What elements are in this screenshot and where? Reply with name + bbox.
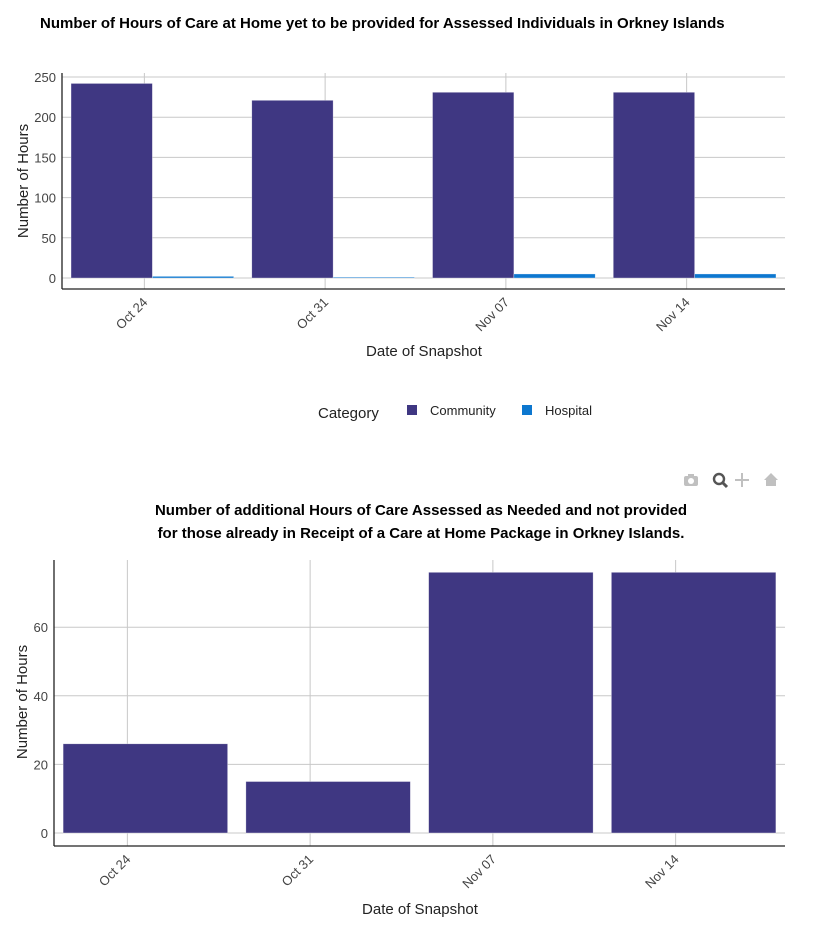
chart1-legend: Category Community Hospital (318, 403, 592, 422)
chart2-x-tick-label: Oct 24 (96, 852, 134, 890)
chart1-y-tick-label: 100 (34, 191, 56, 206)
pan-icon[interactable] (735, 473, 749, 487)
chart1-bar-hospital (152, 276, 235, 279)
chart1-bar-community (70, 83, 153, 279)
chart1-x-tick-label: Nov 07 (472, 295, 512, 335)
legend-item-hospital[interactable]: Hospital (522, 403, 592, 418)
chart1-x-axis-label: Date of Snapshot (366, 343, 483, 360)
chart2-bar-hours (428, 572, 594, 834)
chart2-x-tick-label: Nov 07 (459, 852, 499, 892)
chart1-bar-community (251, 100, 334, 279)
chart2-bar-hours (245, 781, 411, 834)
chart2-x-tick-label: Nov 14 (642, 852, 682, 892)
chart1-bar-community (612, 91, 695, 279)
legend-swatch-community (407, 405, 417, 415)
chart2-bar-hours (611, 572, 777, 834)
legend-label-community: Community (430, 403, 496, 418)
chart1-bar-hospital (513, 273, 596, 279)
chart1-y-tick-label: 200 (34, 110, 56, 125)
home-icon[interactable] (764, 473, 778, 486)
camera-icon[interactable] (684, 474, 698, 486)
chart2-title-line1: Number of additional Hours of Care Asses… (155, 502, 687, 519)
chart1-y-axis-label: Number of Hours (15, 124, 32, 238)
chart1-x-tick-label: Oct 31 (294, 295, 332, 333)
chart1-x-tick-label: Oct 24 (113, 295, 151, 333)
legend-swatch-hospital (522, 405, 532, 415)
chart2-y-tick-label: 0 (41, 826, 48, 841)
chart1-bar-community (432, 91, 515, 279)
chart2-y-tick-label: 20 (34, 757, 48, 772)
modebar (684, 472, 778, 489)
chart1-y-tick-label: 150 (34, 150, 56, 165)
chart1-y-tick-label: 0 (49, 271, 56, 286)
chart1-bar-hospital (694, 273, 777, 279)
legend-title: Category (318, 405, 379, 422)
zoom-icon[interactable] (712, 472, 729, 489)
chart1-title: Number of Hours of Care at Home yet to b… (40, 15, 725, 32)
chart1-x-tick-label: Nov 14 (653, 295, 693, 335)
chart1-y-tick-label: 50 (42, 231, 56, 246)
chart2-y-tick-label: 40 (34, 689, 48, 704)
chart2-bar-hours (62, 743, 228, 834)
chart2-y-tick-label: 60 (34, 620, 48, 635)
chart2-y-axis-label: Number of Hours (14, 645, 31, 759)
chart2-title-line2: for those already in Receipt of a Care a… (158, 525, 685, 542)
chart2-x-tick-label: Oct 31 (279, 852, 317, 890)
legend-item-community[interactable]: Community (407, 403, 496, 418)
chart1-bar-hospital (332, 276, 415, 279)
chart2-x-axis-label: Date of Snapshot (362, 901, 479, 918)
legend-label-hospital: Hospital (545, 403, 592, 418)
chart1-y-tick-label: 250 (34, 70, 56, 85)
